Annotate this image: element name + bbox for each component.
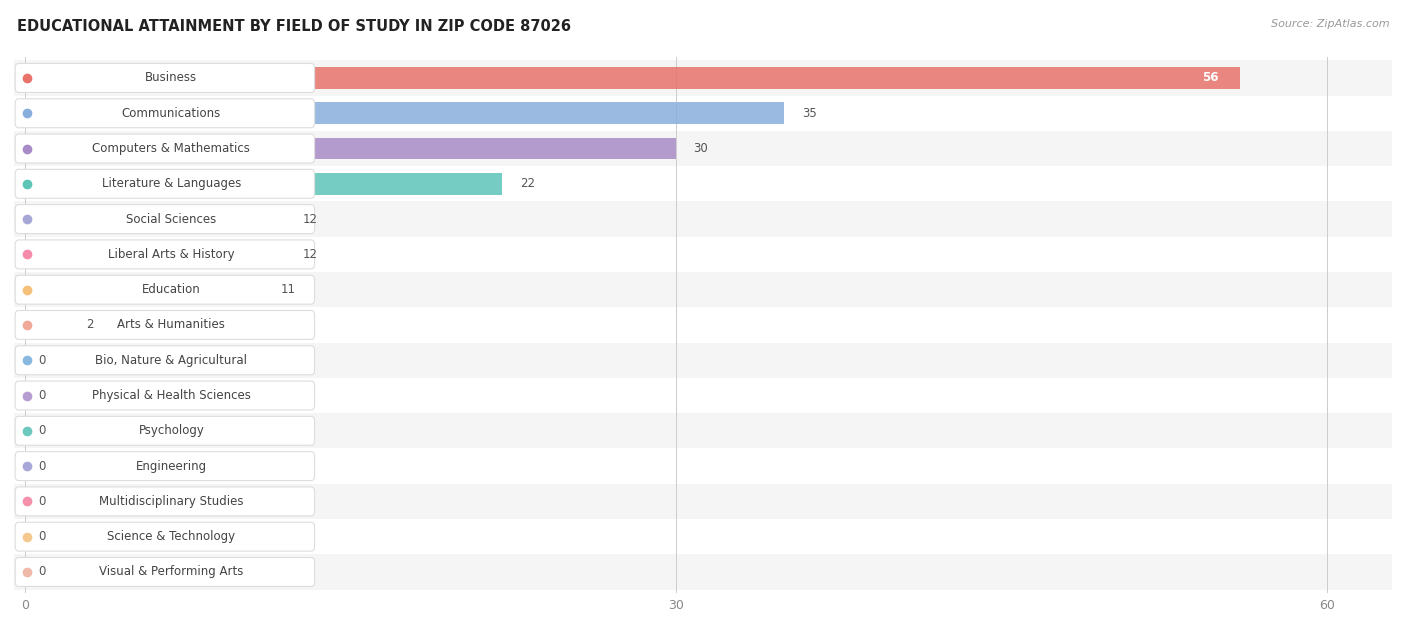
Bar [25, 102, 785, 124]
Text: Social Sciences: Social Sciences [127, 213, 217, 226]
Bar [0, 554, 1406, 589]
FancyBboxPatch shape [15, 99, 315, 127]
Text: 22: 22 [520, 177, 534, 191]
Text: Business: Business [145, 71, 197, 85]
Text: Psychology: Psychology [138, 424, 204, 437]
Text: 0: 0 [38, 389, 45, 402]
Bar [0, 378, 1406, 413]
Bar [0, 237, 1406, 272]
Text: Engineering: Engineering [136, 459, 207, 473]
Text: 12: 12 [302, 248, 318, 261]
Text: 12: 12 [302, 213, 318, 226]
FancyBboxPatch shape [15, 487, 315, 516]
FancyBboxPatch shape [15, 64, 315, 92]
Text: Arts & Humanities: Arts & Humanities [118, 319, 225, 331]
Text: Literature & Languages: Literature & Languages [101, 177, 240, 191]
Bar [0, 449, 1406, 484]
Text: Communications: Communications [122, 107, 221, 120]
FancyBboxPatch shape [15, 522, 315, 551]
FancyBboxPatch shape [15, 204, 315, 233]
Bar [25, 208, 285, 230]
Bar [0, 307, 1406, 343]
Text: Source: ZipAtlas.com: Source: ZipAtlas.com [1271, 19, 1389, 29]
Text: 56: 56 [1202, 71, 1219, 85]
FancyBboxPatch shape [15, 381, 315, 410]
Text: 0: 0 [38, 354, 45, 367]
Text: 0: 0 [38, 495, 45, 508]
FancyBboxPatch shape [15, 452, 315, 481]
Text: Education: Education [142, 283, 201, 296]
Bar [0, 166, 1406, 201]
FancyBboxPatch shape [15, 310, 315, 339]
FancyBboxPatch shape [15, 169, 315, 198]
Bar [0, 61, 1406, 96]
Text: 11: 11 [281, 283, 295, 296]
Text: Visual & Performing Arts: Visual & Performing Arts [100, 565, 243, 579]
Bar [0, 272, 1406, 307]
Text: Bio, Nature & Agricultural: Bio, Nature & Agricultural [96, 354, 247, 367]
Bar [0, 96, 1406, 131]
Text: EDUCATIONAL ATTAINMENT BY FIELD OF STUDY IN ZIP CODE 87026: EDUCATIONAL ATTAINMENT BY FIELD OF STUDY… [17, 19, 571, 34]
Text: Physical & Health Sciences: Physical & Health Sciences [91, 389, 250, 402]
Text: 2: 2 [86, 319, 93, 331]
FancyBboxPatch shape [15, 275, 315, 304]
FancyBboxPatch shape [15, 416, 315, 445]
Bar [0, 484, 1406, 519]
FancyBboxPatch shape [15, 134, 315, 163]
Bar [0, 519, 1406, 554]
FancyBboxPatch shape [15, 240, 315, 269]
Bar [0, 201, 1406, 237]
FancyBboxPatch shape [15, 346, 315, 375]
Bar [25, 244, 285, 265]
Bar [25, 314, 69, 336]
Text: 0: 0 [38, 459, 45, 473]
Text: Multidisciplinary Studies: Multidisciplinary Studies [100, 495, 243, 508]
Text: Science & Technology: Science & Technology [107, 530, 235, 543]
Text: 35: 35 [801, 107, 817, 120]
FancyBboxPatch shape [15, 558, 315, 586]
Bar [25, 138, 676, 160]
Bar [0, 343, 1406, 378]
Text: Computers & Mathematics: Computers & Mathematics [93, 142, 250, 155]
Text: 0: 0 [38, 530, 45, 543]
Bar [0, 131, 1406, 166]
Bar [25, 67, 1240, 89]
Text: Liberal Arts & History: Liberal Arts & History [108, 248, 235, 261]
Text: 30: 30 [693, 142, 709, 155]
Bar [0, 413, 1406, 449]
Bar [25, 173, 502, 195]
Text: 0: 0 [38, 424, 45, 437]
Bar [25, 279, 263, 300]
Text: 0: 0 [38, 565, 45, 579]
